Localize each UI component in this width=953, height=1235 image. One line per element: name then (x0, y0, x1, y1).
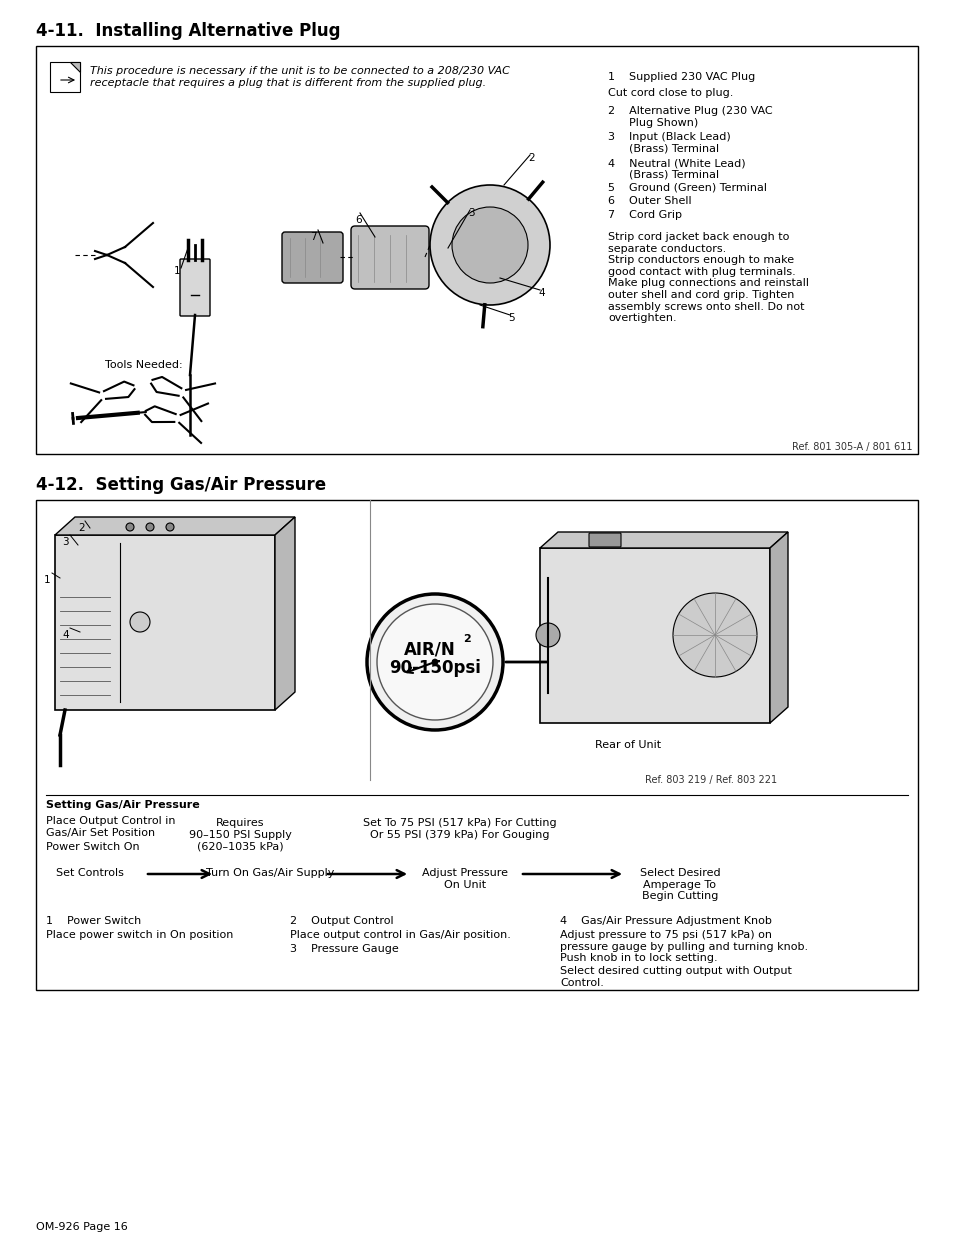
Circle shape (130, 613, 150, 632)
FancyBboxPatch shape (55, 535, 274, 710)
Text: Select desired cutting output with Output
Control.: Select desired cutting output with Outpu… (559, 966, 791, 988)
Text: Turn On Gas/Air Supply: Turn On Gas/Air Supply (206, 868, 334, 878)
Text: Cut cord close to plug.: Cut cord close to plug. (607, 88, 733, 98)
Text: 4: 4 (62, 630, 69, 640)
Text: 2: 2 (462, 634, 470, 643)
Text: Set Controls: Set Controls (56, 868, 124, 878)
Polygon shape (70, 62, 80, 72)
Circle shape (126, 522, 133, 531)
Text: Place output control in Gas/Air position.: Place output control in Gas/Air position… (290, 930, 511, 940)
Text: Adjust pressure to 75 psi (517 kPa) on
pressure gauge by pulling and turning kno: Adjust pressure to 75 psi (517 kPa) on p… (559, 930, 807, 963)
FancyBboxPatch shape (36, 500, 917, 990)
Text: Requires
90–150 PSI Supply
(620–1035 kPa): Requires 90–150 PSI Supply (620–1035 kPa… (189, 818, 291, 851)
Text: 2    Output Control: 2 Output Control (290, 916, 394, 926)
Text: 5: 5 (507, 312, 514, 324)
Text: 4    Neutral (White Lead)
      (Brass) Terminal: 4 Neutral (White Lead) (Brass) Terminal (607, 158, 745, 179)
Text: Ref. 803 219 / Ref. 803 221: Ref. 803 219 / Ref. 803 221 (644, 776, 777, 785)
Polygon shape (55, 517, 294, 535)
Circle shape (430, 185, 550, 305)
Text: Place Output Control in
Gas/Air Set Position: Place Output Control in Gas/Air Set Posi… (46, 816, 175, 837)
Text: 3: 3 (468, 207, 475, 219)
Text: Select Desired
Amperage To
Begin Cutting: Select Desired Amperage To Begin Cutting (639, 868, 720, 902)
Text: Strip cord jacket back enough to
separate conductors.
Strip conductors enough to: Strip cord jacket back enough to separat… (607, 232, 808, 324)
Text: 2    Alternative Plug (230 VAC
      Plug Shown): 2 Alternative Plug (230 VAC Plug Shown) (607, 106, 772, 127)
Polygon shape (274, 517, 294, 710)
Text: 7: 7 (310, 232, 316, 242)
Text: 90-150psi: 90-150psi (389, 659, 480, 677)
Text: Tools Needed:: Tools Needed: (105, 359, 182, 370)
Text: 2: 2 (78, 522, 85, 534)
FancyBboxPatch shape (588, 534, 620, 547)
Text: Setting Gas/Air Pressure: Setting Gas/Air Pressure (46, 800, 199, 810)
Text: 4-11.  Installing Alternative Plug: 4-11. Installing Alternative Plug (36, 22, 340, 40)
FancyBboxPatch shape (50, 62, 80, 91)
Circle shape (452, 207, 527, 283)
FancyBboxPatch shape (351, 226, 429, 289)
Polygon shape (769, 532, 787, 722)
FancyBboxPatch shape (180, 259, 210, 316)
Circle shape (432, 659, 437, 664)
Text: 7    Cord Grip: 7 Cord Grip (607, 210, 681, 220)
Text: Place power switch in On position: Place power switch in On position (46, 930, 233, 940)
Text: 3    Pressure Gauge: 3 Pressure Gauge (290, 944, 398, 953)
Text: 6    Outer Shell: 6 Outer Shell (607, 196, 691, 206)
Text: 6: 6 (355, 215, 361, 225)
Text: OM-926 Page 16: OM-926 Page 16 (36, 1221, 128, 1233)
Circle shape (146, 522, 153, 531)
Text: 1: 1 (44, 576, 51, 585)
Text: 4-12.  Setting Gas/Air Pressure: 4-12. Setting Gas/Air Pressure (36, 475, 326, 494)
FancyBboxPatch shape (36, 46, 917, 454)
Text: Rear of Unit: Rear of Unit (595, 740, 660, 750)
Text: 3: 3 (62, 537, 69, 547)
Text: 1: 1 (173, 266, 180, 275)
Text: Adjust Pressure
On Unit: Adjust Pressure On Unit (421, 868, 507, 889)
Text: 5    Ground (Green) Terminal: 5 Ground (Green) Terminal (607, 182, 766, 191)
FancyBboxPatch shape (539, 548, 769, 722)
FancyBboxPatch shape (282, 232, 343, 283)
Circle shape (536, 622, 559, 647)
Text: 1    Supplied 230 VAC Plug: 1 Supplied 230 VAC Plug (607, 72, 755, 82)
Text: Set To 75 PSI (517 kPa) For Cutting
Or 55 PSI (379 kPa) For Gouging: Set To 75 PSI (517 kPa) For Cutting Or 5… (363, 818, 557, 840)
Circle shape (367, 594, 502, 730)
Polygon shape (539, 532, 787, 548)
Text: This procedure is necessary if the unit is to be connected to a 208/230 VAC
rece: This procedure is necessary if the unit … (90, 65, 509, 88)
Text: Power Switch On: Power Switch On (46, 842, 139, 852)
Circle shape (166, 522, 173, 531)
Circle shape (672, 593, 757, 677)
Text: 2: 2 (527, 153, 534, 163)
Circle shape (376, 604, 493, 720)
Text: AIR/N: AIR/N (404, 641, 456, 659)
Text: 1    Power Switch: 1 Power Switch (46, 916, 141, 926)
Text: 4    Gas/Air Pressure Adjustment Knob: 4 Gas/Air Pressure Adjustment Knob (559, 916, 771, 926)
Text: 3    Input (Black Lead)
      (Brass) Terminal: 3 Input (Black Lead) (Brass) Terminal (607, 132, 730, 153)
Text: Ref. 801 305-A / 801 611: Ref. 801 305-A / 801 611 (791, 442, 911, 452)
Text: 4: 4 (537, 288, 544, 298)
